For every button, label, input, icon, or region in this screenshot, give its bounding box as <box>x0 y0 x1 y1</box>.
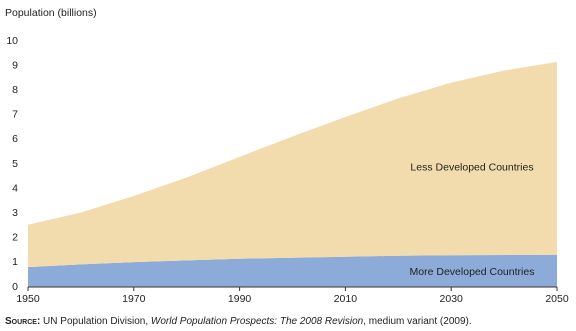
source-label: Source: <box>5 316 40 327</box>
source-note: Source: UN Population Division, World Po… <box>5 316 472 327</box>
x-tick-label: 1970 <box>122 293 146 305</box>
x-tick-label: 1950 <box>16 293 40 305</box>
y-tick-label: 8 <box>12 84 18 96</box>
series-label: Less Developed Countries <box>410 161 533 173</box>
y-tick-label: 0 <box>12 281 18 293</box>
x-tick-label: 2050 <box>545 293 569 305</box>
y-tick-label: 1 <box>12 256 18 268</box>
y-tick-label: 10 <box>6 35 18 47</box>
source-tail: , medium variant (2009). <box>363 316 471 327</box>
y-tick-label: 3 <box>12 207 18 219</box>
source-title: World Population Prospects: The 2008 Rev… <box>151 316 364 327</box>
y-tick-label: 6 <box>12 133 18 145</box>
source-text: UN Population Division, <box>40 316 151 327</box>
series-label: More Developed Countries <box>410 266 535 278</box>
y-tick-label: 9 <box>12 59 18 71</box>
x-tick-label: 2030 <box>440 293 464 305</box>
y-axis-title: Population (billions) <box>5 7 97 19</box>
y-tick-label: 4 <box>12 182 18 194</box>
y-tick-label: 5 <box>12 158 18 170</box>
x-tick-label: 1990 <box>228 293 252 305</box>
area <box>28 61 557 268</box>
y-tick-label: 7 <box>12 109 18 121</box>
x-tick-label: 2010 <box>334 293 358 305</box>
area <box>28 254 557 287</box>
y-tick-label: 2 <box>12 232 18 244</box>
